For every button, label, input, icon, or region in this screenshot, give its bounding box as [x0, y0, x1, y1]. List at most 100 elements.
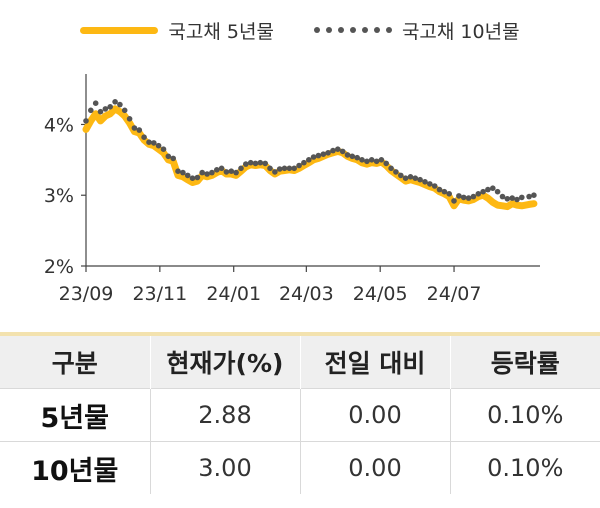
series-point-10y: [412, 175, 419, 181]
series-point-10y: [431, 183, 438, 189]
series-point-10y: [155, 142, 162, 149]
legend-item-10y: 국고채 10년물: [313, 17, 520, 44]
series-point-10y: [228, 168, 235, 174]
cell-current-price: 3.00: [150, 441, 301, 494]
series-point-10y: [325, 150, 331, 156]
series-point-10y: [383, 160, 390, 167]
series-point-10y: [531, 192, 537, 198]
legend-swatch-solid-line: [80, 26, 159, 34]
header-category: 구분: [0, 336, 151, 389]
series-point-10y: [214, 167, 220, 173]
series-point-10y: [151, 140, 157, 146]
series-point-10y: [272, 169, 278, 175]
series-point-10y: [194, 174, 201, 181]
series-point-10y: [262, 160, 269, 167]
series-point-10y: [296, 162, 302, 169]
series-point-10y: [92, 100, 99, 106]
series-point-10y: [388, 165, 394, 172]
series-point-10y: [131, 125, 138, 131]
series-point-10y: [310, 154, 317, 160]
series-point-10y: [252, 160, 259, 167]
y-tick-label: 3%: [44, 185, 74, 207]
series-point-10y: [330, 147, 336, 154]
series-point-10y: [446, 191, 453, 197]
series-point-10y: [504, 196, 511, 202]
series-point-10y: [180, 169, 186, 176]
series-point-10y: [509, 195, 515, 201]
row-label-5y: 5년물: [0, 388, 151, 442]
cell-change: 0.00: [300, 441, 451, 494]
series-point-10y: [107, 104, 113, 110]
series-point-10y: [247, 159, 254, 166]
series-point-10y: [470, 193, 477, 200]
series-point-10y: [315, 152, 322, 159]
series-point-10y: [233, 169, 239, 176]
series-point-10y: [88, 107, 94, 114]
header-current-price: 현재가(%): [150, 336, 301, 389]
series-point-10y: [460, 194, 467, 201]
series-point-10y: [451, 198, 457, 204]
series-point-10y: [407, 174, 414, 180]
series-point-10y: [364, 158, 370, 165]
series-point-10y: [83, 118, 89, 124]
series-point-10y: [223, 169, 230, 175]
series-point-10y: [456, 193, 462, 199]
series-point-10y: [494, 188, 501, 195]
legend-label-5y: 국고채 5년물: [168, 20, 274, 43]
series-point-10y: [427, 181, 433, 187]
series-point-10y: [526, 193, 532, 200]
series-point-10y: [490, 185, 496, 191]
series-point-10y: [339, 148, 346, 155]
yield-line-chart: 2% 3% 4% 23/09 23/11 24/01 24/03 24/05 24/07: [44, 74, 540, 305]
series-point-10y: [306, 157, 312, 163]
table-header-row: 구분 현재가(%) 전일 대비 등락률: [0, 336, 600, 389]
series-point-10y: [378, 157, 385, 163]
series-point-10y: [393, 169, 399, 175]
series-point-10y: [238, 165, 244, 172]
legend-item-5y: 국고채 5년물: [80, 17, 274, 44]
series-point-10y: [102, 106, 109, 112]
series-line-5y: [82, 105, 538, 211]
cell-change-rate: 0.10%: [450, 388, 600, 442]
cell-current-price: 2.88: [150, 388, 301, 442]
series-point-10y: [170, 155, 176, 162]
series-point-10y: [286, 165, 293, 172]
series-point-10y: [243, 161, 249, 167]
x-tick-label: 23/11: [132, 283, 187, 305]
series-point-10y: [117, 101, 123, 108]
series-point-10y: [417, 176, 423, 183]
series-point-10y: [301, 159, 307, 166]
legend-label-10y: 국고채 10년물: [401, 20, 520, 43]
header-change-vs-prev-day: 전일 대비: [300, 336, 451, 389]
x-tick-label: 24/05: [353, 283, 408, 305]
table-row: 5년물 2.88 0.00 0.10%: [0, 388, 600, 442]
header-change-rate: 등락률: [490, 349, 560, 378]
series-point-10y: [136, 127, 143, 133]
series-point-10y: [281, 165, 288, 172]
chart-legend: 국고채 5년물 국고채 10년물: [0, 0, 600, 60]
series-point-10y: [465, 195, 472, 201]
series-point-10y: [97, 108, 104, 115]
series-point-10y: [422, 179, 428, 185]
series-point-10y: [257, 159, 264, 166]
series-point-10y: [199, 169, 205, 176]
series-point-10y: [121, 107, 128, 114]
series-point-10y: [354, 154, 361, 161]
series-point-10y: [141, 134, 147, 140]
series-point-10y: [441, 188, 448, 195]
series-point-10y: [349, 153, 356, 160]
series-point-10y: [499, 193, 506, 200]
series-point-10y: [335, 146, 341, 152]
table-row: 10년물 3.00 0.00 0.10%: [0, 441, 600, 494]
series-point-10y: [480, 188, 486, 195]
series-point-10y: [485, 186, 491, 193]
series-point-10y: [276, 166, 283, 172]
x-tick-label: 24/03: [279, 283, 334, 305]
series-point-10y: [291, 165, 298, 172]
series-point-10y: [436, 186, 443, 193]
series-point-10y: [519, 194, 525, 201]
series-point-10y: [146, 139, 152, 145]
series-point-10y: [209, 169, 215, 176]
series-point-10y: [218, 165, 225, 172]
series-point-10y: [344, 152, 351, 158]
